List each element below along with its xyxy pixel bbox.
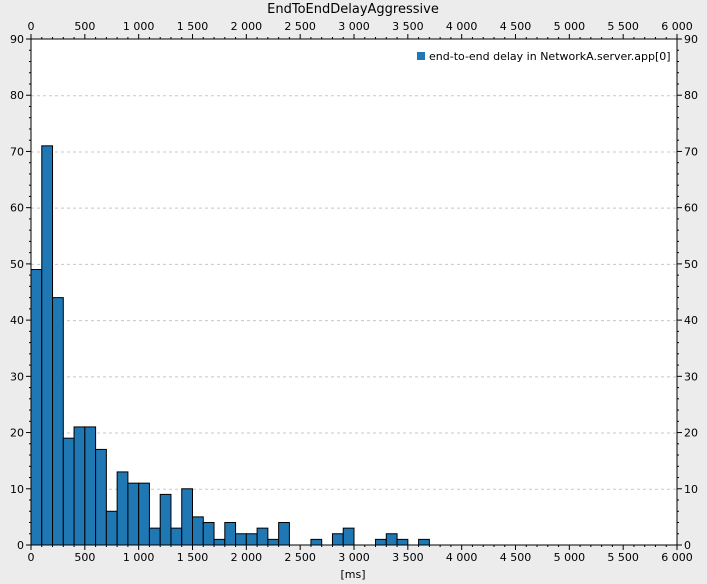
- histogram-bar: [138, 482, 150, 546]
- histogram-bar: [30, 269, 43, 546]
- y-tick-label-right: 70: [684, 145, 698, 158]
- y-tick-label-left: 10: [10, 483, 24, 496]
- x-axis-label: [ms]: [340, 568, 365, 580]
- histogram-bar: [62, 437, 75, 546]
- y-tick-label-left: 50: [10, 258, 24, 271]
- y-tick-label-right: 10: [684, 483, 698, 496]
- x-tick-label-bottom: 3 000: [338, 551, 370, 564]
- histogram-bar: [84, 426, 97, 546]
- histogram-bar: [375, 538, 387, 546]
- histogram-bar: [73, 426, 86, 546]
- histogram-bar: [127, 482, 140, 546]
- histogram-bar: [418, 538, 430, 546]
- x-tick-label-bottom: 5 000: [554, 551, 586, 564]
- x-tick-label-top: 0: [28, 20, 35, 33]
- y-tick-label-right: 80: [684, 89, 698, 102]
- histogram-bar: [235, 533, 247, 546]
- histogram-bar: [342, 527, 355, 546]
- x-tick-label-top: 6 000: [661, 20, 693, 33]
- y-tick-label-left: 0: [17, 539, 24, 552]
- y-tick-label-left: 70: [10, 145, 24, 158]
- histogram-bar: [202, 522, 215, 546]
- y-tick-label-left: 80: [10, 89, 24, 102]
- histogram-bar: [224, 522, 237, 546]
- histogram-bar: [245, 533, 258, 546]
- histogram-bar: [310, 538, 323, 546]
- x-tick-label-top: 5 500: [607, 20, 639, 33]
- y-tick-label-left: 30: [10, 370, 24, 383]
- x-tick-label-bottom: 4 500: [500, 551, 532, 564]
- histogram-bar: [41, 145, 54, 546]
- x-tick-label-bottom: 2 500: [284, 551, 316, 564]
- histogram-bar: [170, 527, 183, 546]
- x-tick-label-top: 500: [74, 20, 95, 33]
- histogram-bar: [331, 533, 344, 546]
- x-tick-label-bottom: 3 500: [392, 551, 424, 564]
- histogram-bar: [105, 510, 118, 546]
- x-tick-label-top: 3 500: [392, 20, 424, 33]
- x-tick-label-bottom: 1 500: [177, 551, 209, 564]
- x-tick-label-bottom: 0: [28, 551, 35, 564]
- histogram-bar: [192, 516, 204, 546]
- y-tick-label-right: 30: [684, 370, 698, 383]
- histogram-bar: [213, 538, 226, 546]
- histogram-bar: [267, 538, 280, 546]
- y-tick-label-right: 50: [684, 258, 698, 271]
- histogram-bar: [116, 471, 129, 546]
- x-tick-label-top: 4 500: [500, 20, 532, 33]
- x-tick-label-top: 2 000: [231, 20, 263, 33]
- y-tick-label-right: 40: [684, 314, 698, 327]
- histogram-bar: [278, 522, 290, 546]
- y-tick-label-left: 40: [10, 314, 24, 327]
- y-tick-label-right: 60: [684, 202, 698, 215]
- legend-label: end-to-end delay in NetworkA.server.app[…: [429, 50, 671, 63]
- x-tick-label-bottom: 6 000: [661, 551, 693, 564]
- x-tick-label-bottom: 1 000: [123, 551, 155, 564]
- legend-swatch: [417, 52, 425, 60]
- y-tick-label-right: 20: [684, 427, 698, 440]
- y-tick-label-left: 60: [10, 202, 24, 215]
- y-tick-label-left: 90: [10, 33, 24, 46]
- histogram-bar: [52, 297, 64, 546]
- x-tick-label-bottom: 500: [74, 551, 95, 564]
- y-tick-label-right: 0: [684, 539, 691, 552]
- histogram-bar: [159, 493, 172, 546]
- histogram-bar: [396, 538, 409, 546]
- histogram-bar: [95, 448, 107, 546]
- histogram-bar: [148, 527, 161, 546]
- histogram-bar: [256, 527, 269, 546]
- y-tick-label-left: 20: [10, 427, 24, 440]
- x-tick-label-bottom: 4 000: [446, 551, 478, 564]
- x-tick-label-top: 2 500: [284, 20, 316, 33]
- plot-area: [31, 39, 677, 545]
- histogram-bar: [181, 488, 194, 546]
- chart-title: EndToEndDelayAggressive: [267, 2, 439, 17]
- x-tick-label-top: 1 500: [177, 20, 209, 33]
- legend: end-to-end delay in NetworkA.server.app[…: [417, 50, 671, 63]
- histogram-bar: [385, 533, 398, 546]
- x-tick-label-top: 4 000: [446, 20, 478, 33]
- x-tick-label-top: 1 000: [123, 20, 155, 33]
- x-tick-label-top: 3 000: [338, 20, 370, 33]
- y-tick-label-right: 90: [684, 33, 698, 46]
- x-tick-label-top: 5 000: [554, 20, 586, 33]
- x-tick-label-bottom: 5 500: [607, 551, 639, 564]
- x-tick-label-bottom: 2 000: [231, 551, 263, 564]
